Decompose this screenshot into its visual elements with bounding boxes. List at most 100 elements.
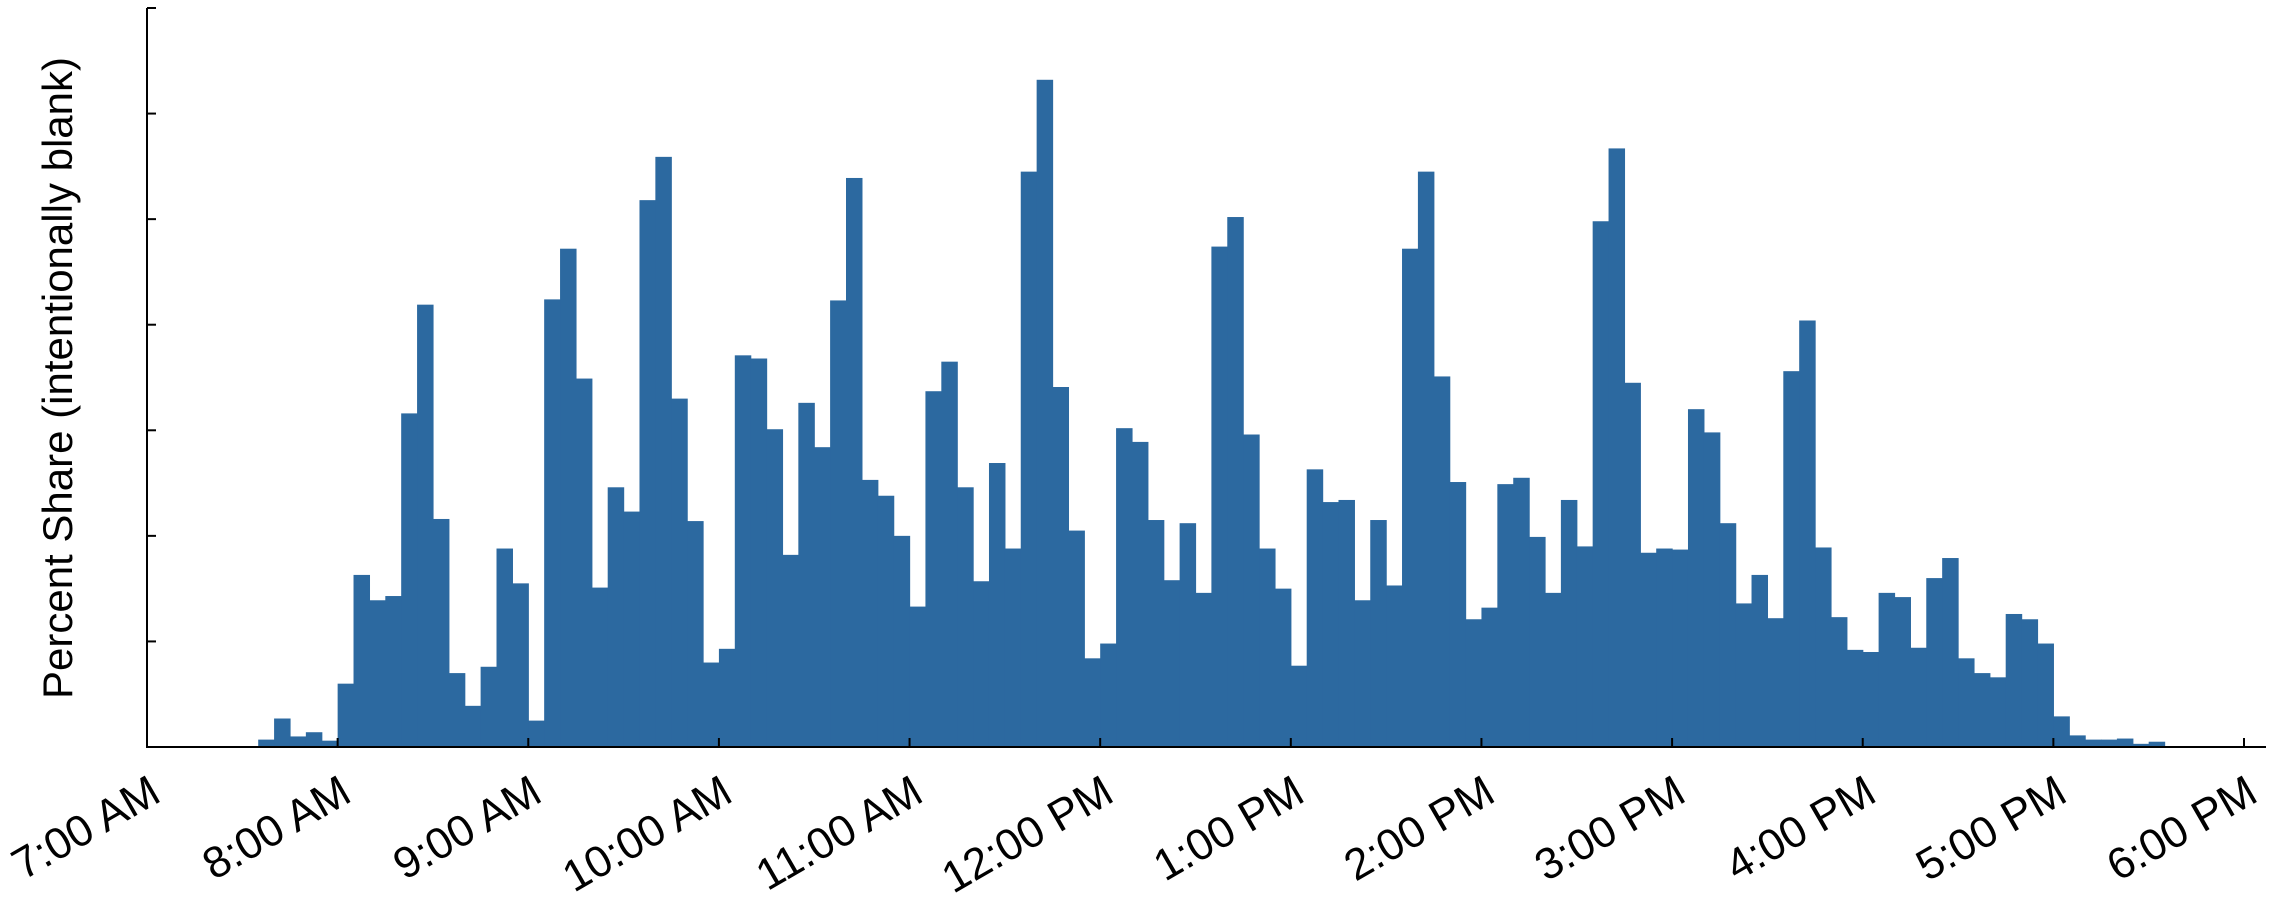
- x-tick-labels: 7:00 AM 8:00 AM 9:00 AM 10:00 AM 11:00 AM 12:…: [4, 766, 2265, 903]
- bar: [1703, 432, 1721, 747]
- bar: [1338, 499, 1355, 747]
- bar: [814, 447, 831, 747]
- bar: [258, 739, 275, 747]
- x-tick-label: 6:00 PM: [2099, 766, 2265, 890]
- x-tick-label: 9:00 AM: [385, 766, 549, 889]
- bar: [703, 662, 720, 747]
- x-ticks: [146, 738, 2245, 747]
- bar: [2148, 741, 2166, 747]
- x-tick-label: 4:00 PM: [1717, 766, 1883, 890]
- bar: [1783, 371, 1800, 747]
- bar: [496, 548, 513, 747]
- y-ticks: [147, 7, 156, 643]
- bar: [289, 736, 307, 747]
- bar: [1417, 171, 1435, 747]
- bar: [1624, 382, 1641, 747]
- bar: [1815, 547, 1832, 747]
- bar: [1465, 619, 1483, 747]
- bar: [1179, 523, 1197, 747]
- bar: [1084, 658, 1101, 747]
- bar: [1560, 499, 1578, 747]
- bar: [766, 429, 784, 747]
- bar: [353, 574, 371, 747]
- bar: [591, 587, 609, 747]
- bar: [639, 200, 656, 747]
- bar: [687, 521, 704, 747]
- bar: [1862, 651, 1880, 747]
- bar: [432, 518, 450, 747]
- bar: [1100, 643, 1117, 747]
- bar: [750, 358, 768, 747]
- x-tick-label: 2:00 PM: [1336, 766, 1502, 890]
- bar: [1894, 597, 1911, 747]
- bar: [1545, 592, 1562, 747]
- bar: [1068, 530, 1085, 747]
- bar: [512, 583, 529, 747]
- bar: [2101, 739, 2118, 747]
- bar: [1751, 574, 1769, 747]
- bar: [2085, 739, 2102, 747]
- bar: [337, 683, 355, 747]
- bar: [2069, 735, 2086, 747]
- x-tick-label: 5:00 PM: [1908, 766, 2074, 890]
- bar: [1322, 502, 1340, 747]
- bar: [528, 720, 545, 747]
- bar: [1942, 558, 1959, 747]
- bar: [1989, 677, 2007, 747]
- bar: [1497, 484, 1514, 747]
- bar: [909, 606, 927, 747]
- y-axis-label: Percent Share (intentionally blank): [34, 57, 81, 699]
- bar: [1926, 578, 1943, 747]
- bar: [321, 740, 339, 747]
- bar: [1449, 482, 1467, 747]
- x-tick-label: 10:00 AM: [554, 766, 739, 901]
- bar: [1004, 548, 1022, 747]
- bar: [1592, 221, 1610, 747]
- bar: [544, 299, 561, 747]
- bar: [782, 554, 799, 747]
- bar: [1163, 580, 1181, 747]
- bar: [480, 666, 498, 747]
- bar: [1878, 592, 1896, 747]
- x-tick-label: 7:00 AM: [4, 766, 168, 889]
- bar: [1433, 376, 1451, 747]
- bar: [560, 248, 577, 747]
- bar: [2021, 619, 2039, 747]
- bar: [1656, 548, 1673, 747]
- bar: [861, 479, 879, 747]
- bar: [671, 398, 688, 747]
- bar: [1687, 409, 1705, 747]
- bar: [925, 391, 942, 747]
- bar: [2116, 738, 2134, 747]
- bar: [464, 705, 482, 747]
- bar: [1259, 548, 1276, 747]
- bar: [1910, 647, 1927, 747]
- x-tick-label: 11:00 AM: [748, 766, 931, 900]
- bar: [1370, 520, 1387, 747]
- bar: [2037, 643, 2054, 747]
- bar: [417, 304, 434, 747]
- bar: [448, 673, 466, 747]
- bar: [1672, 549, 1689, 747]
- bar: [2132, 743, 2150, 747]
- bar: [401, 413, 418, 747]
- x-tick-label: 1:00 PM: [1145, 766, 1311, 890]
- bar: [1958, 658, 1975, 747]
- x-tick-label: 12:00 PM: [934, 766, 1122, 903]
- x-tick-label: 8:00 AM: [194, 766, 358, 889]
- bar: [941, 361, 958, 747]
- bar: [1719, 523, 1737, 747]
- bar: [607, 487, 625, 747]
- bar: [274, 718, 291, 747]
- bar: [1608, 148, 1626, 747]
- bar: [1195, 592, 1212, 747]
- bar: [1481, 607, 1498, 747]
- bar: [1306, 469, 1324, 747]
- bar: [1973, 673, 1991, 747]
- bar: [385, 596, 402, 747]
- bar: [957, 487, 974, 747]
- bar: [1131, 441, 1149, 747]
- bar: [305, 732, 323, 747]
